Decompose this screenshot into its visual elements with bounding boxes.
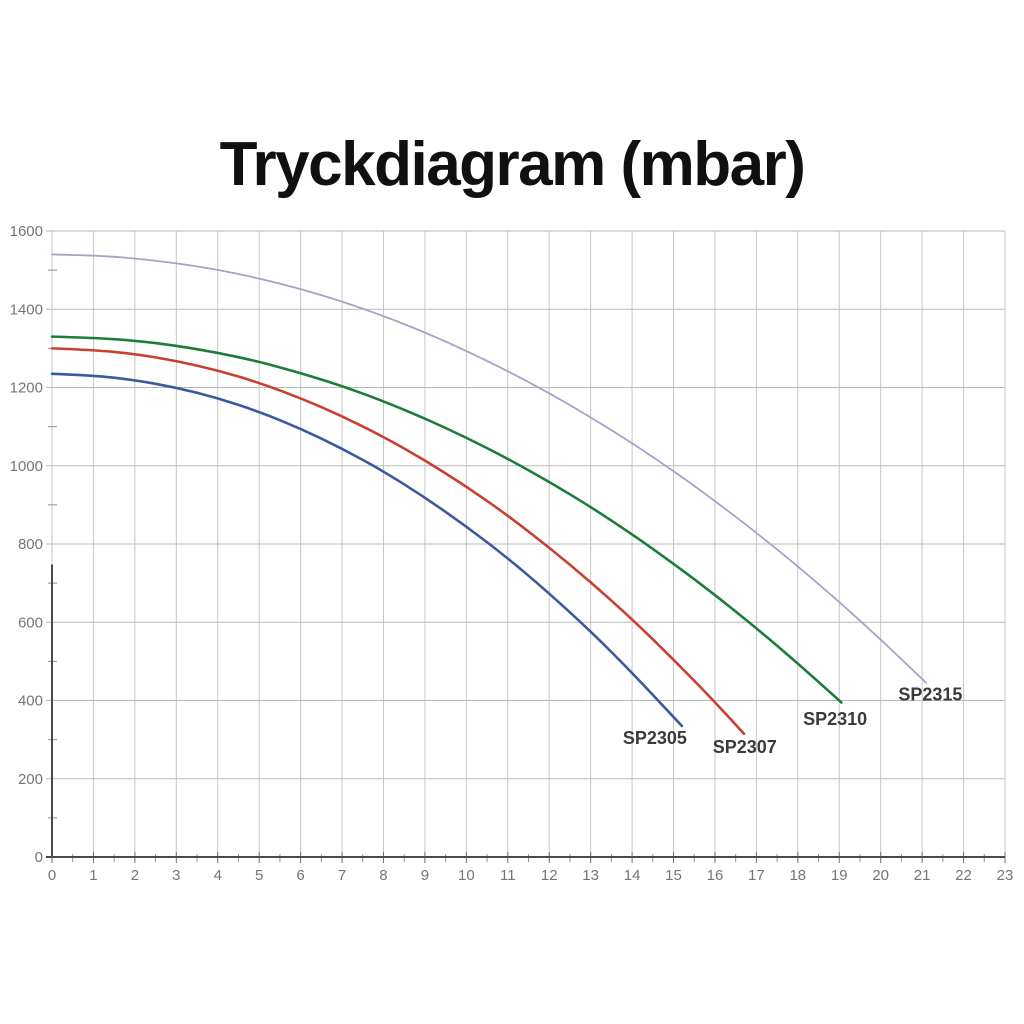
x-tick-label: 9 [421, 867, 429, 884]
y-tick-label: 1200 [10, 380, 43, 397]
curve-label-SP2307: SP2307 [713, 737, 777, 757]
x-tick-label: 20 [872, 867, 889, 884]
curve-SP2305 [50, 372, 684, 728]
x-tick-label: 5 [255, 867, 263, 884]
x-tick-label: 15 [665, 867, 682, 884]
curve-label-SP2310: SP2310 [803, 709, 867, 729]
curve-label-SP2315: SP2315 [898, 685, 962, 705]
x-tick-label: 16 [707, 867, 724, 884]
x-tick-label: 11 [500, 867, 516, 884]
curve-SP2310 [50, 335, 843, 704]
x-tick-label: 3 [172, 867, 180, 884]
curve-SP2307 [50, 347, 746, 736]
x-tick-label: 19 [831, 867, 848, 884]
x-tick-label: 1 [89, 867, 97, 884]
y-tick-label: 1400 [10, 301, 43, 318]
x-tick-label: 21 [914, 867, 931, 884]
x-tick-label: 10 [458, 867, 475, 884]
y-tick-label: 400 [18, 693, 43, 710]
y-tick-label: 0 [35, 849, 43, 866]
x-tick-label: 0 [48, 867, 56, 884]
x-tick-label: 4 [214, 867, 222, 884]
x-tick-label: 22 [955, 867, 972, 884]
x-tick-label: 6 [296, 867, 304, 884]
y-tick-label: 800 [18, 536, 43, 553]
x-tick-label: 23 [997, 867, 1014, 884]
y-tick-label: 200 [18, 771, 43, 788]
curve-label-SP2305: SP2305 [623, 728, 687, 748]
curve-SP2315 [51, 253, 928, 684]
x-tick-label: 12 [541, 867, 558, 884]
y-tick-label: 1600 [10, 223, 43, 240]
x-tick-label: 14 [624, 867, 641, 884]
y-tick-label: 600 [18, 614, 43, 631]
y-tick-label: 1000 [10, 458, 43, 475]
chart-title: Tryckdiagram (mbar) [219, 130, 806, 199]
x-tick-label: 2 [131, 867, 139, 884]
x-tick-label: 7 [338, 867, 346, 884]
x-tick-label: 13 [582, 867, 599, 884]
x-tick-label: 17 [748, 867, 765, 884]
x-tick-label: 18 [789, 867, 806, 884]
x-tick-label: 8 [379, 867, 387, 884]
